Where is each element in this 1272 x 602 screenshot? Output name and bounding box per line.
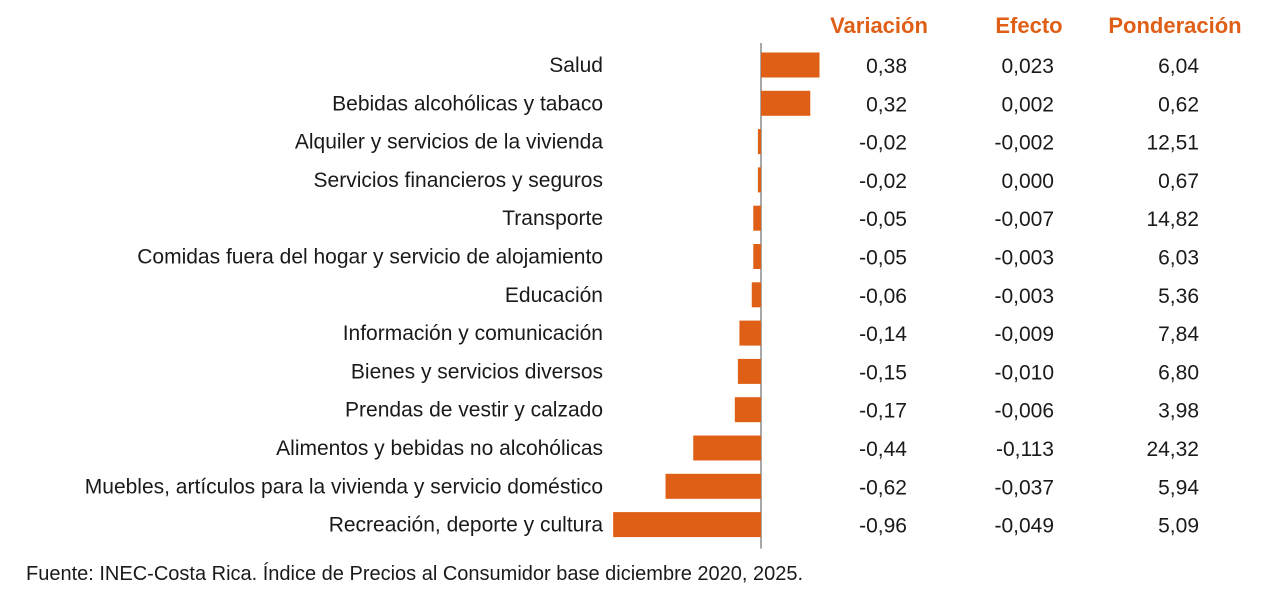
efecto-value-0: 0,023 [1001,55,1054,78]
variacion-value-12: -0,96 [859,515,907,538]
category-label-12: Recreación, deporte y cultura [329,514,604,537]
ponderacion-value-6: 5,36 [1158,285,1199,308]
variacion-value-8: -0,15 [859,361,907,384]
bar-7 [739,320,761,346]
efecto-value-10: -0,113 [996,438,1054,461]
bar-10 [693,435,761,461]
efecto-value-12: -0,049 [994,515,1054,538]
bar-9 [734,397,761,423]
bar-0 [761,52,820,78]
category-label-7: Información y comunicación [343,322,603,345]
bar-5 [753,244,761,269]
efecto-value-6: -0,003 [994,285,1054,308]
category-label-10: Alimentos y bebidas no alcohólicas [276,437,603,460]
ipc-variation-chart: Variación Efecto Ponderación Salud 0,38 0,023… [85,13,1242,549]
category-label-3: Servicios financieros y seguros [314,169,603,192]
category-label-2: Alquiler y servicios de la vivienda [295,131,603,154]
category-label-8: Bienes y servicios diversos [351,360,603,383]
column-header-2: Ponderación [1108,13,1241,38]
variacion-value-9: -0,17 [859,400,907,423]
variacion-value-0: 0,38 [866,55,907,78]
bar-1 [761,90,811,116]
efecto-value-1: 0,002 [1001,93,1054,116]
ponderacion-value-5: 6,03 [1158,247,1199,270]
ponderacion-value-9: 3,98 [1158,400,1199,423]
ponderacion-value-8: 6,80 [1158,361,1199,384]
efecto-value-9: -0,006 [994,400,1054,423]
ponderacion-value-11: 5,94 [1158,476,1199,499]
category-label-11: Muebles, artículos para la vivienda y se… [85,475,603,498]
ponderacion-value-7: 7,84 [1158,323,1199,346]
efecto-value-11: -0,037 [994,476,1054,499]
bar-6 [751,282,761,308]
bar-11 [665,473,761,499]
category-label-9: Prendas de vestir y calzado [345,399,603,422]
variacion-value-1: 0,32 [866,93,907,116]
source-footer: Fuente: INEC-Costa Rica. Índice de Preci… [26,563,804,585]
efecto-value-4: -0,007 [994,208,1054,231]
column-header-1: Efecto [995,13,1062,38]
ponderacion-value-3: 0,67 [1158,170,1199,193]
bar-12 [613,512,761,538]
variacion-value-6: -0,06 [859,285,907,308]
ponderacion-value-12: 5,09 [1158,515,1199,538]
variacion-value-4: -0,05 [859,208,907,231]
category-label-1: Bebidas alcohólicas y tabaco [332,92,603,115]
efecto-value-3: 0,000 [1001,170,1054,193]
efecto-value-8: -0,010 [994,361,1054,384]
variacion-value-3: -0,02 [859,170,907,193]
category-label-5: Comidas fuera del hogar y servicio de al… [137,246,603,269]
variacion-value-5: -0,05 [859,247,907,270]
category-label-6: Educación [505,284,603,307]
ponderacion-value-10: 24,32 [1146,438,1199,461]
category-label-0: Salud [549,54,603,77]
efecto-value-7: -0,009 [994,323,1054,346]
efecto-value-2: -0,002 [994,132,1054,155]
variacion-value-7: -0,14 [859,323,907,346]
bar-8 [737,358,761,384]
bar-3 [757,167,761,193]
variacion-value-10: -0,44 [859,438,907,461]
ponderacion-value-2: 12,51 [1146,132,1199,155]
category-label-4: Transporte [502,207,603,230]
ponderacion-value-0: 6,04 [1158,55,1199,78]
column-header-0: Variación [830,13,928,38]
variacion-value-11: -0,62 [859,476,907,499]
efecto-value-5: -0,003 [994,247,1054,270]
variacion-value-2: -0,02 [859,132,907,155]
ponderacion-value-4: 14,82 [1146,208,1199,231]
ponderacion-value-1: 0,62 [1158,93,1199,116]
bar-2 [757,129,761,155]
bar-4 [753,205,761,231]
